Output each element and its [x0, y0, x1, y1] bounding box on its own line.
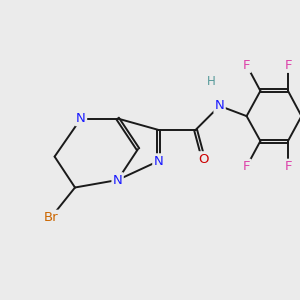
Text: O: O — [198, 152, 209, 166]
Text: F: F — [284, 160, 292, 173]
Text: N: N — [113, 173, 122, 187]
Text: N: N — [215, 99, 224, 112]
Text: Br: Br — [44, 211, 58, 224]
Text: N: N — [76, 112, 86, 125]
Text: F: F — [284, 58, 292, 72]
Text: F: F — [243, 160, 250, 173]
Text: N: N — [154, 154, 163, 168]
Text: H: H — [207, 75, 216, 88]
Text: F: F — [243, 58, 250, 72]
